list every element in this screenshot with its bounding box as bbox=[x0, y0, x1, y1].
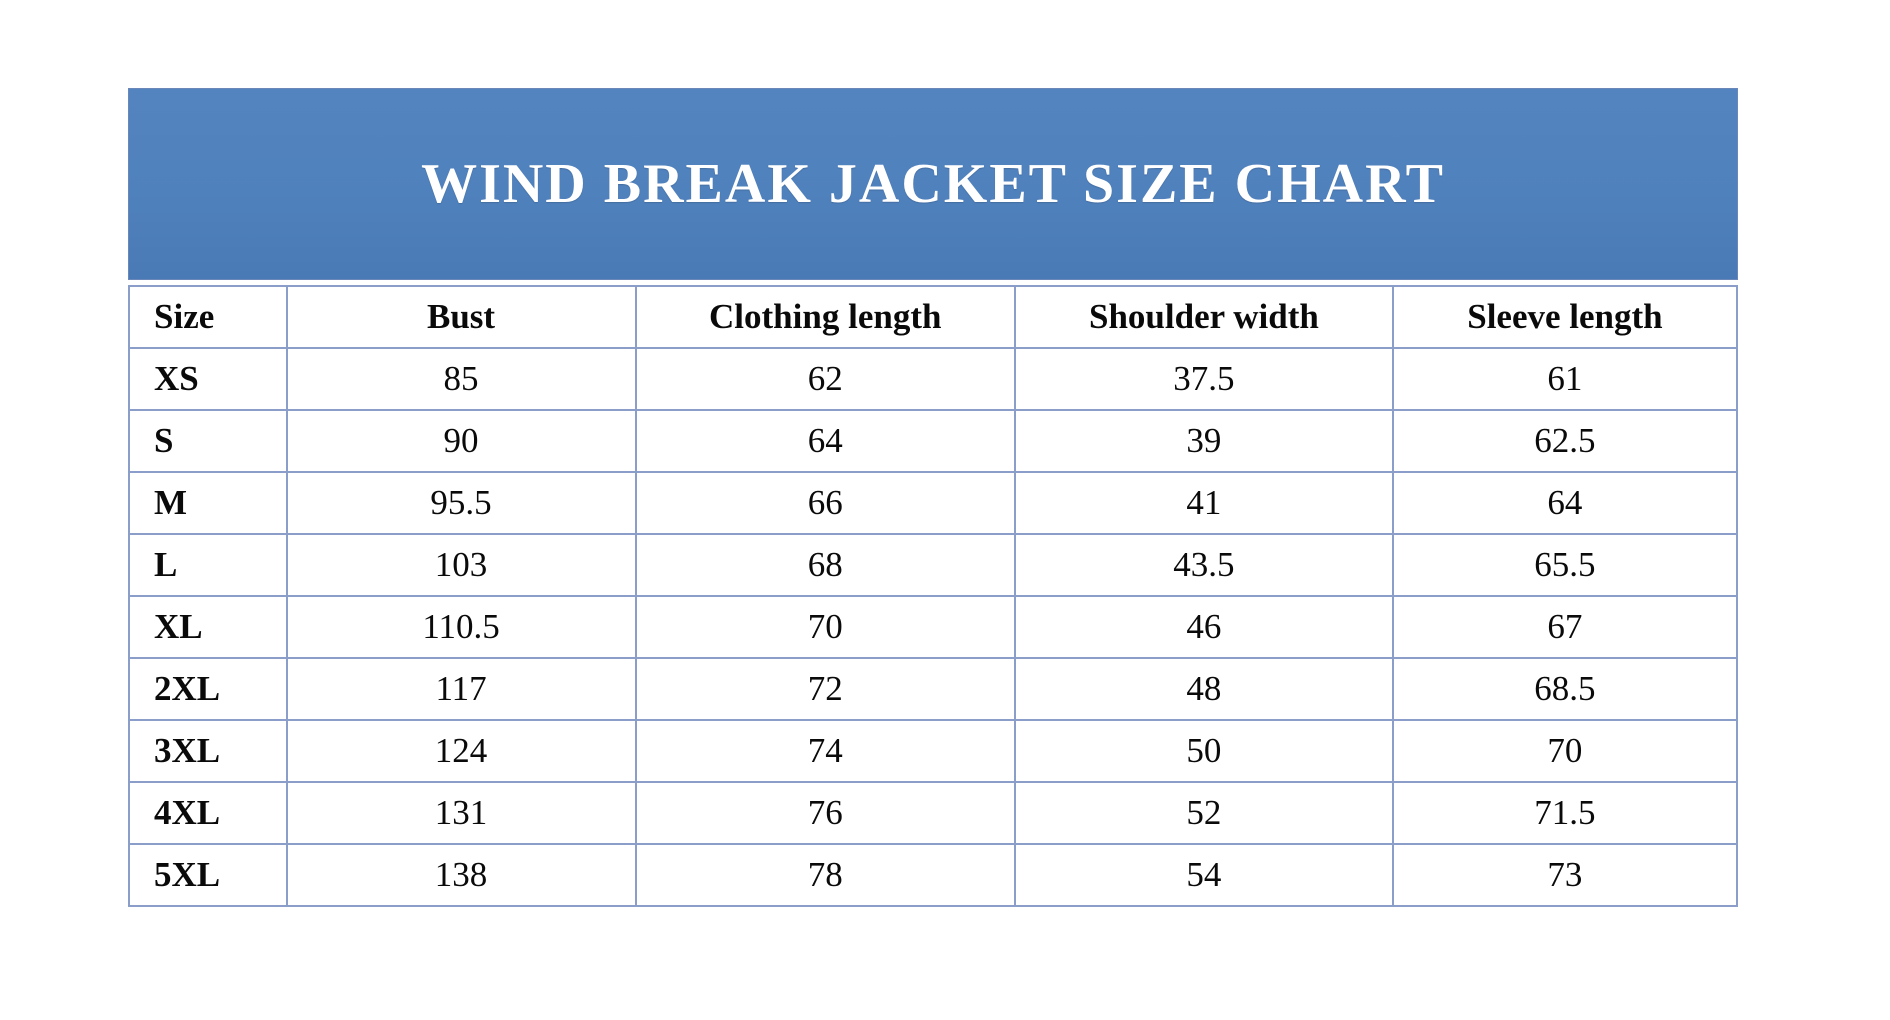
value-cell: 138 bbox=[285, 843, 637, 907]
value-cell: 73 bbox=[1391, 843, 1739, 907]
value-cell: 64 bbox=[1391, 471, 1739, 535]
value-cell: 74 bbox=[634, 719, 1016, 783]
header-cell-clothing-length: Clothing length bbox=[634, 285, 1016, 349]
value-cell: 131 bbox=[285, 781, 637, 845]
size-cell: XL bbox=[128, 595, 288, 659]
size-cell: S bbox=[128, 409, 288, 473]
size-cell: 2XL bbox=[128, 657, 288, 721]
value-cell: 52 bbox=[1013, 781, 1394, 845]
value-cell: 85 bbox=[285, 347, 637, 411]
value-cell: 68 bbox=[634, 533, 1016, 597]
size-cell: 4XL bbox=[128, 781, 288, 845]
value-cell: 41 bbox=[1013, 471, 1394, 535]
table-row: 2XL 117 72 48 68.5 bbox=[128, 657, 1739, 721]
value-cell: 70 bbox=[1391, 719, 1739, 783]
table-row: 5XL 138 78 54 73 bbox=[128, 843, 1739, 907]
value-cell: 54 bbox=[1013, 843, 1394, 907]
value-cell: 76 bbox=[634, 781, 1016, 845]
value-cell: 117 bbox=[285, 657, 637, 721]
value-cell: 39 bbox=[1013, 409, 1394, 473]
value-cell: 124 bbox=[285, 719, 637, 783]
size-table: Size Bust Clothing length Shoulder width Sle… bbox=[128, 285, 1739, 907]
table-row: M 95.5 66 41 64 bbox=[128, 471, 1739, 535]
value-cell: 68.5 bbox=[1391, 657, 1739, 721]
table-row: L 103 68 43.5 65.5 bbox=[128, 533, 1739, 597]
value-cell: 65.5 bbox=[1391, 533, 1739, 597]
value-cell: 78 bbox=[634, 843, 1016, 907]
table-body: XS 85 62 37.5 61 S 90 64 39 62.5 M 95.5 66 41 64 L 103 68… bbox=[128, 347, 1739, 907]
table-header-row: Size Bust Clothing length Shoulder width Sle… bbox=[128, 285, 1739, 349]
header-cell-sleeve-length: Sleeve length bbox=[1391, 285, 1739, 349]
value-cell: 61 bbox=[1391, 347, 1739, 411]
header-cell-bust: Bust bbox=[285, 285, 637, 349]
value-cell: 48 bbox=[1013, 657, 1394, 721]
size-cell: L bbox=[128, 533, 288, 597]
value-cell: 71.5 bbox=[1391, 781, 1739, 845]
value-cell: 95.5 bbox=[285, 471, 637, 535]
value-cell: 64 bbox=[634, 409, 1016, 473]
table-row: S 90 64 39 62.5 bbox=[128, 409, 1739, 473]
value-cell: 72 bbox=[634, 657, 1016, 721]
value-cell: 70 bbox=[634, 595, 1016, 659]
value-cell: 62 bbox=[634, 347, 1016, 411]
value-cell: 103 bbox=[285, 533, 637, 597]
value-cell: 46 bbox=[1013, 595, 1394, 659]
title-banner: WIND BREAK JACKET SIZE CHART bbox=[128, 88, 1738, 280]
size-chart: WIND BREAK JACKET SIZE CHART Size Bust Clo… bbox=[128, 88, 1739, 907]
size-cell: 5XL bbox=[128, 843, 288, 907]
table-row: XL 110.5 70 46 67 bbox=[128, 595, 1739, 659]
value-cell: 62.5 bbox=[1391, 409, 1739, 473]
value-cell: 66 bbox=[634, 471, 1016, 535]
value-cell: 90 bbox=[285, 409, 637, 473]
table-row: 4XL 131 76 52 71.5 bbox=[128, 781, 1739, 845]
header-cell-shoulder-width: Shoulder width bbox=[1013, 285, 1394, 349]
value-cell: 67 bbox=[1391, 595, 1739, 659]
value-cell: 37.5 bbox=[1013, 347, 1394, 411]
size-cell: XS bbox=[128, 347, 288, 411]
value-cell: 50 bbox=[1013, 719, 1394, 783]
table-row: XS 85 62 37.5 61 bbox=[128, 347, 1739, 411]
size-cell: M bbox=[128, 471, 288, 535]
header-cell-size: Size bbox=[128, 285, 288, 349]
size-cell: 3XL bbox=[128, 719, 288, 783]
value-cell: 43.5 bbox=[1013, 533, 1394, 597]
chart-title: WIND BREAK JACKET SIZE CHART bbox=[421, 153, 1445, 215]
table-row: 3XL 124 74 50 70 bbox=[128, 719, 1739, 783]
value-cell: 110.5 bbox=[285, 595, 637, 659]
